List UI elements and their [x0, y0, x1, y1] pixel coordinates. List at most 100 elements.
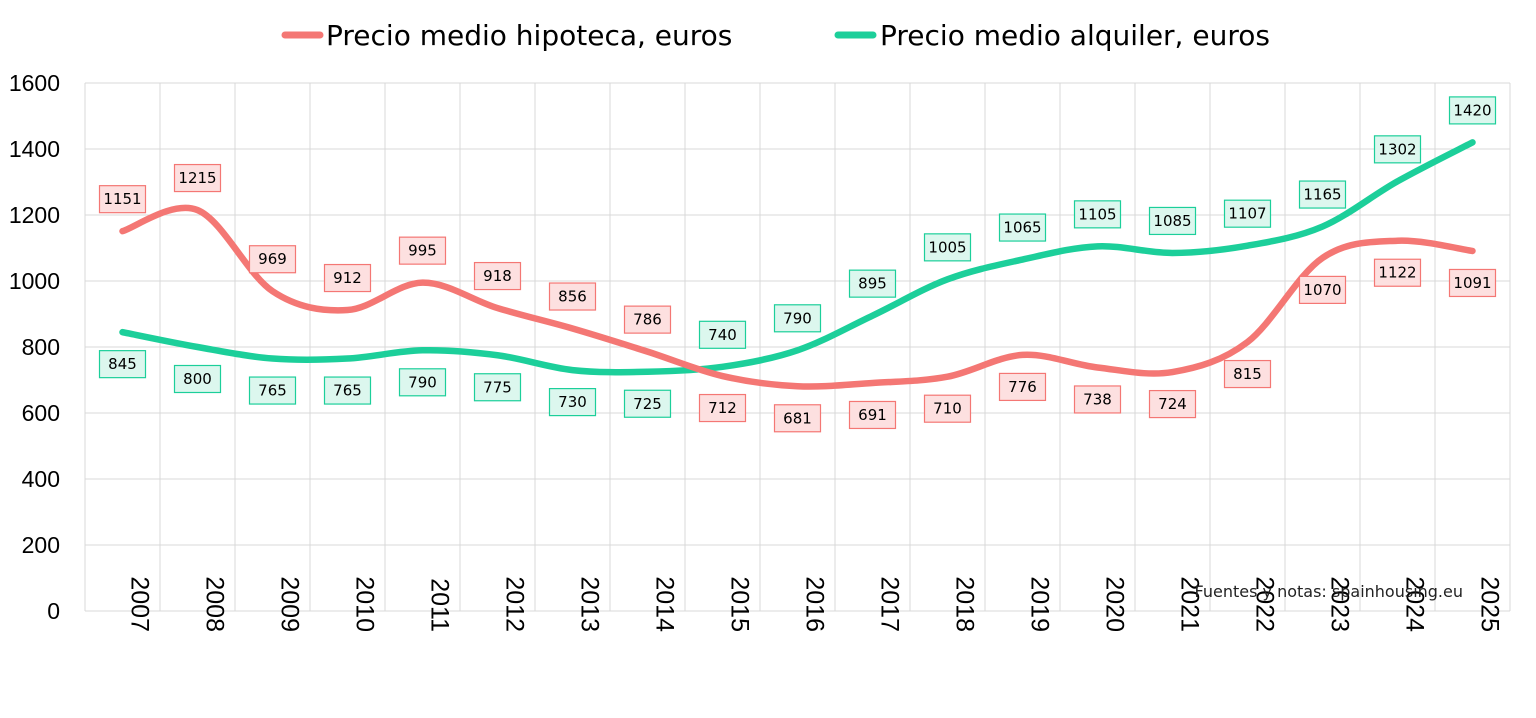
x-tick-label: 2012 — [501, 576, 529, 632]
data-label-box — [323, 376, 372, 405]
y-tick-label: 200 — [22, 532, 60, 558]
data-label-box — [248, 376, 297, 405]
data-label-text: 1091 — [1453, 274, 1491, 292]
data-label-box — [1073, 200, 1122, 229]
data-label: 895 — [848, 269, 897, 298]
x-tick-label: 2014 — [651, 576, 679, 632]
data-label: 691 — [848, 400, 897, 430]
data-label: 712 — [698, 393, 747, 423]
x-tick-label: 2016 — [801, 576, 829, 632]
y-tick-label: 1200 — [9, 202, 60, 228]
data-labels: 1151 1215 969 912 995 918 856 786 712 681 691 710 77… — [98, 96, 1497, 433]
x-tick-label: 2008 — [201, 576, 229, 632]
data-label: 776 — [998, 372, 1047, 402]
data-label: 724 — [1148, 389, 1197, 419]
data-label: 1165 — [1298, 180, 1347, 209]
data-label-text: 710 — [933, 400, 962, 418]
data-label-box — [1448, 268, 1497, 298]
y-tick-label: 1000 — [9, 268, 60, 294]
data-label-text: 738 — [1083, 390, 1112, 408]
data-label-text: 995 — [408, 242, 437, 260]
data-label-text: 1215 — [178, 169, 216, 187]
data-label-text: 1065 — [1003, 219, 1041, 237]
data-label: 856 — [548, 282, 597, 311]
series-line-alquiler — [119, 139, 1476, 376]
data-label: 765 — [248, 376, 297, 405]
y-tick-label: 600 — [22, 400, 60, 426]
legend-label: Precio medio alquiler, euros — [880, 19, 1270, 52]
data-label-text: 1165 — [1303, 186, 1341, 204]
data-label-box — [698, 393, 747, 423]
data-label-box — [1148, 206, 1197, 236]
data-label: 1107 — [1223, 199, 1272, 228]
data-label-box — [1373, 258, 1422, 287]
data-label-text: 1420 — [1453, 101, 1491, 119]
y-axis: 0 200 400 600 800 1000 1200 1400 1600 — [9, 70, 60, 624]
data-label: 740 — [698, 320, 747, 349]
data-label-box — [698, 320, 747, 349]
x-tick-label: 2010 — [351, 576, 379, 632]
data-label-text: 775 — [483, 378, 512, 396]
data-label: 681 — [773, 404, 822, 433]
data-label-box — [548, 388, 597, 417]
data-label-text: 800 — [183, 370, 212, 388]
data-label: 1151 — [98, 185, 147, 214]
data-label-box — [173, 364, 222, 394]
data-label: 918 — [473, 261, 522, 291]
x-tick-label: 2021 — [1176, 576, 1204, 632]
data-label-text: 776 — [1008, 378, 1037, 396]
data-label-text: 1122 — [1378, 264, 1416, 282]
data-label-text: 1302 — [1378, 140, 1416, 158]
legend: Precio medio hipoteca, euros Precio medio… — [281, 19, 1270, 52]
data-label-text: 691 — [858, 406, 887, 424]
data-label: 995 — [398, 236, 447, 265]
x-tick-label: 2018 — [951, 576, 979, 632]
data-label: 1122 — [1373, 258, 1422, 287]
data-label-box — [773, 304, 822, 333]
x-tick-label: 2025 — [1476, 576, 1504, 632]
data-label: 710 — [923, 394, 972, 423]
data-label: 969 — [248, 245, 297, 274]
data-label-box — [848, 269, 897, 298]
data-label-text: 1070 — [1303, 281, 1341, 299]
data-label-box — [848, 400, 897, 430]
data-label-box — [548, 282, 597, 311]
data-label: 1215 — [173, 163, 222, 193]
data-label-text: 1105 — [1078, 205, 1116, 223]
data-label-text: 725 — [633, 395, 662, 413]
data-label-text: 765 — [333, 382, 362, 400]
x-tick-label: 2017 — [876, 576, 904, 632]
data-label-text: 730 — [558, 393, 587, 411]
data-label-box — [398, 236, 447, 265]
y-tick-label: 400 — [22, 466, 60, 492]
data-label: 1105 — [1073, 200, 1122, 229]
data-label: 1420 — [1448, 96, 1497, 125]
data-label-box — [1148, 389, 1197, 419]
gridlines — [84, 82, 1511, 612]
data-label-text: 969 — [258, 250, 287, 268]
x-axis: 2007 2008 2009 2010 2011 2012 2013 2014 2015 2016… — [126, 576, 1504, 632]
data-label-box — [623, 389, 672, 418]
data-label-box — [773, 404, 822, 433]
x-tick-label: 2022 — [1251, 576, 1279, 632]
data-label-box — [473, 261, 522, 291]
data-label-box — [998, 372, 1047, 402]
data-label-box — [1298, 180, 1347, 209]
x-tick-label: 2015 — [726, 576, 754, 632]
data-label: 790 — [398, 368, 447, 397]
data-label: 800 — [173, 364, 222, 394]
data-label-text: 740 — [708, 326, 737, 344]
data-label-box — [998, 213, 1047, 242]
data-label: 1070 — [1298, 275, 1347, 304]
data-label-box — [923, 394, 972, 423]
data-label: 912 — [323, 263, 372, 293]
legend-item: Precio medio hipoteca, euros — [281, 19, 732, 52]
y-tick-label: 800 — [22, 334, 60, 360]
data-label-box — [1448, 96, 1497, 125]
data-label: 786 — [623, 305, 672, 334]
x-tick-label: 2009 — [276, 576, 304, 632]
data-label: 765 — [323, 376, 372, 405]
data-label: 1005 — [923, 233, 972, 262]
x-tick-label: 2023 — [1326, 576, 1354, 632]
